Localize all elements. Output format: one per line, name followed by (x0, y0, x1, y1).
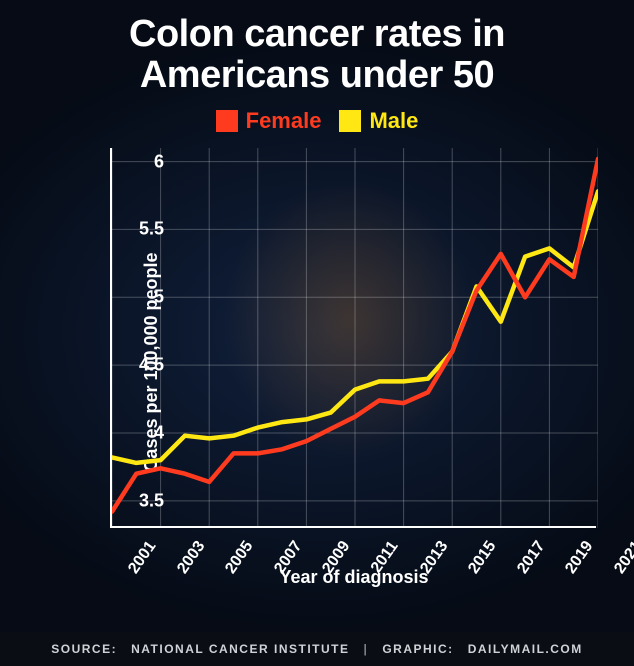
title-line-2: Americans under 50 (0, 55, 634, 96)
y-tick-label: 5.5 (124, 219, 164, 240)
footer-source-prefix: SOURCE: (51, 642, 117, 656)
legend-swatch-male (339, 110, 361, 132)
title-line-1: Colon cancer rates in (0, 14, 634, 55)
legend-label-male: Male (369, 108, 418, 134)
legend-swatch-female (216, 110, 238, 132)
y-tick-label: 4 (124, 423, 164, 444)
y-tick-label: 6 (124, 151, 164, 172)
legend-label-female: Female (246, 108, 322, 134)
y-tick-label: 3.5 (124, 490, 164, 511)
y-tick-label: 5 (124, 287, 164, 308)
legend-item-male: Male (339, 108, 418, 134)
chart-title: Colon cancer rates in Americans under 50 (0, 14, 634, 96)
footer-source: NATIONAL CANCER INSTITUTE (131, 642, 349, 656)
footer-graphic: DAILYMAIL.COM (468, 642, 583, 656)
chart-area: Cases per 100,000 people Year of diagnos… (48, 138, 606, 586)
footer-separator: | (363, 642, 368, 656)
plot-region: Year of diagnosis 3.544.555.562001200320… (110, 148, 596, 528)
footer-graphic-prefix: GRAPHIC: (382, 642, 453, 656)
legend-item-female: Female (216, 108, 322, 134)
gridlines (112, 148, 598, 528)
footer-credit: SOURCE: NATIONAL CANCER INSTITUTE | GRAP… (0, 632, 634, 666)
plot-svg (112, 148, 598, 528)
y-tick-label: 4.5 (124, 355, 164, 376)
legend: Female Male (0, 108, 634, 134)
